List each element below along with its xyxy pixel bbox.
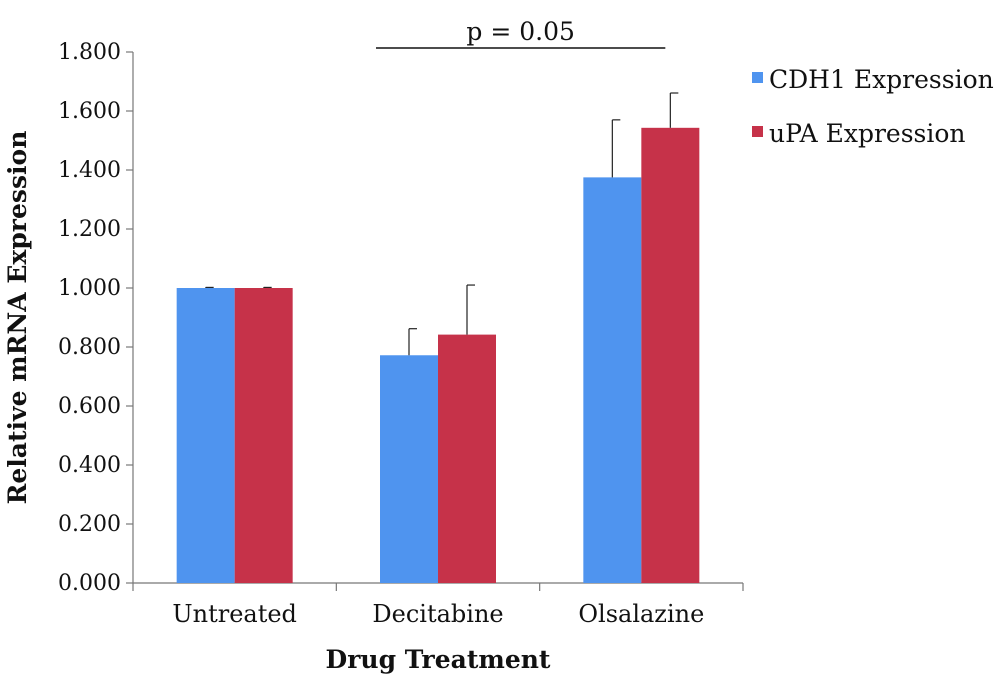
- y-tick-label: 0.200: [58, 512, 121, 537]
- bar: [234, 288, 293, 583]
- y-tick-label: 0.800: [58, 335, 121, 360]
- y-tick-label: 0.000: [58, 571, 121, 596]
- y-axis-title: Relative mRNA Expression: [3, 131, 32, 505]
- legend: CDH1 Expression uPA Expression: [752, 65, 994, 148]
- legend-swatch: [752, 126, 763, 137]
- x-category-label: Olsalazine: [578, 600, 704, 628]
- y-tick-label: 1.000: [58, 276, 121, 301]
- bar: [641, 127, 700, 583]
- legend-swatch: [752, 72, 763, 83]
- labels: 0.000 0.200 0.400 0.600 0.800 1.000 1.200 1.400…: [3, 40, 704, 674]
- legend-label: uPA Expression: [769, 119, 966, 148]
- bar: [583, 177, 642, 583]
- bars: [176, 127, 700, 583]
- y-tick-label: 1.800: [58, 40, 121, 65]
- bar: [380, 355, 438, 583]
- y-tick-label: 1.600: [58, 99, 121, 124]
- significance-annotation: p = 0.05: [376, 17, 666, 49]
- y-tick-label: 0.600: [58, 394, 121, 419]
- x-category-label: Decitabine: [372, 600, 503, 628]
- y-tick-label: 1.400: [58, 158, 121, 183]
- legend-label: CDH1 Expression: [769, 65, 994, 94]
- bar: [176, 288, 235, 583]
- x-category-label: Untreated: [172, 600, 297, 628]
- error-bars: [205, 92, 679, 356]
- significance-label: p = 0.05: [466, 17, 575, 46]
- y-tick-label: 1.200: [58, 217, 121, 242]
- x-axis-title: Drug Treatment: [326, 645, 551, 674]
- bar: [438, 334, 496, 583]
- y-tick-label: 0.400: [58, 453, 121, 478]
